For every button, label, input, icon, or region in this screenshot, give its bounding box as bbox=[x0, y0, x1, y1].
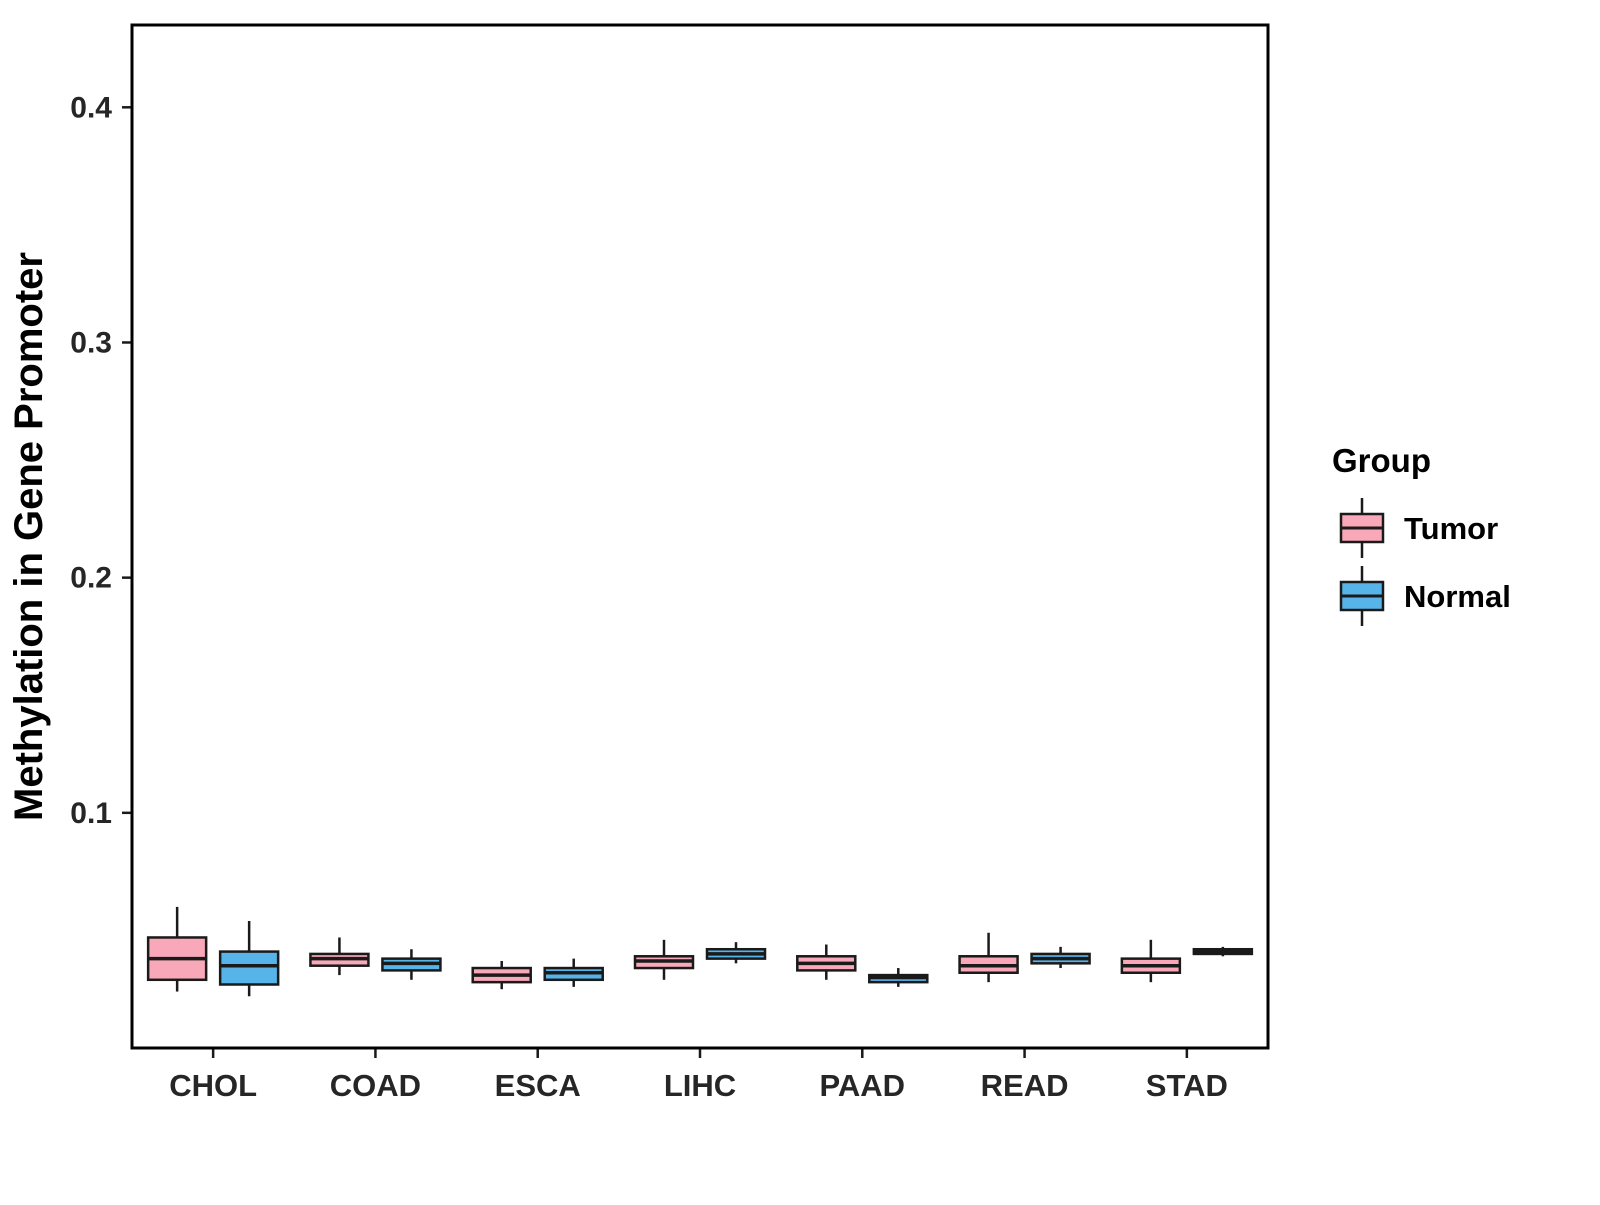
y-tick-label: 0.2 bbox=[70, 562, 112, 595]
boxplot-READ-Normal bbox=[1030, 946, 1091, 969]
x-tick-label: COAD bbox=[330, 1068, 421, 1103]
boxplot-READ-Tumor bbox=[958, 932, 1019, 983]
boxplot-CHOL-Normal bbox=[218, 921, 280, 997]
y-tick-label: 0.1 bbox=[70, 797, 112, 830]
x-tick-label: STAD bbox=[1146, 1068, 1228, 1103]
y-axis-title: Methylation in Gene Promoter bbox=[7, 252, 51, 821]
x-axis: CHOL COAD ESCA LIHC PAAD READ STAD bbox=[169, 1048, 1228, 1103]
boxplot-ESCA-Tumor bbox=[471, 960, 532, 990]
panel-border bbox=[130, 23, 1270, 1050]
y-tick-label: 0.4 bbox=[70, 91, 112, 124]
boxplot-STAD-Normal bbox=[1192, 946, 1254, 957]
legend-key-tumor: Tumor bbox=[1339, 498, 1498, 558]
boxplot-COAD-Tumor bbox=[309, 937, 370, 976]
y-tick-label: 0.3 bbox=[70, 326, 112, 359]
legend-label: Normal bbox=[1404, 579, 1511, 614]
boxplot-STAD-Tumor bbox=[1120, 939, 1182, 983]
box-iqr bbox=[218, 950, 280, 986]
boxplot-PAAD-Normal bbox=[868, 968, 929, 987]
x-tick-label: LIHC bbox=[664, 1068, 736, 1103]
x-tick-label: ESCA bbox=[495, 1068, 581, 1103]
boxplot-LIHC-Tumor bbox=[633, 939, 695, 980]
boxplot-ESCA-Normal bbox=[543, 958, 604, 987]
legend: Group Tumor Normal bbox=[1332, 442, 1511, 626]
y-axis: 0.1 0.2 0.3 0.4 bbox=[70, 91, 132, 830]
legend-title: Group bbox=[1332, 442, 1431, 479]
x-tick-label: READ bbox=[981, 1068, 1069, 1103]
legend-key-normal: Normal bbox=[1339, 566, 1511, 626]
boxplot-CHOL-Tumor bbox=[146, 906, 208, 992]
boxplot-COAD-Normal bbox=[381, 949, 442, 980]
boxplot-LIHC-Normal bbox=[705, 942, 767, 964]
boxplot-PAAD-Tumor bbox=[796, 944, 857, 980]
legend-label: Tumor bbox=[1404, 511, 1498, 546]
x-tick-label: PAAD bbox=[820, 1068, 906, 1103]
x-tick-label: CHOL bbox=[169, 1068, 257, 1103]
